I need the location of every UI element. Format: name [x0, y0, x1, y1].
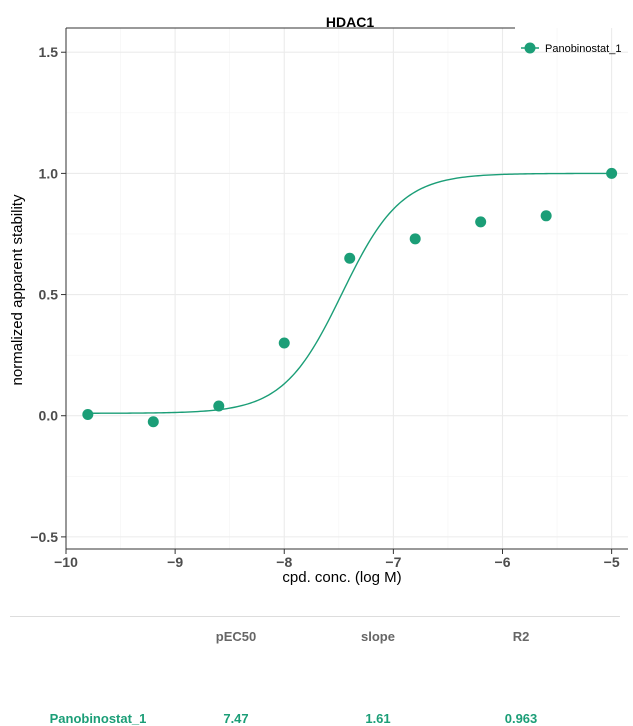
legend: Panobinostat_1	[521, 42, 621, 55]
x-tick-label: −9	[167, 554, 183, 570]
fit-curve	[87, 172, 612, 414]
y-tick-label: −0.5	[30, 529, 58, 545]
data-point	[409, 233, 421, 245]
y-tick-label: 1.5	[39, 44, 59, 60]
legend-point-swatch	[524, 42, 536, 54]
y-axis-ticks: −0.5 0.0 0.5 1.0 1.5	[30, 44, 66, 545]
x-axis-title: cpd. conc. (log M)	[282, 569, 401, 586]
data-point	[82, 409, 94, 421]
data-point	[344, 252, 356, 264]
data-points	[82, 167, 618, 428]
data-point	[278, 337, 290, 349]
chart-title: HDAC1	[326, 14, 374, 30]
data-point	[606, 167, 618, 179]
fit-stats-table: pEC50 slope R2 Panobinostat_1 7.47 1.61 …	[10, 616, 620, 726]
header-pec50: pEC50	[215, 629, 257, 644]
x-axis-ticks: −10 −9 −8 −7 −6 −5	[54, 549, 620, 570]
legend-label: Panobinostat_1	[545, 43, 621, 55]
x-tick-label: −6	[495, 554, 511, 570]
y-tick-label: 1.0	[39, 165, 59, 181]
data-point	[540, 210, 552, 222]
row-slope-value: 1.61	[365, 711, 391, 726]
x-tick-label: −7	[385, 554, 401, 570]
major-gridlines	[65, 28, 628, 549]
row-compound-name: Panobinostat_1	[49, 711, 147, 726]
table-header-row: pEC50 slope R2	[10, 617, 620, 657]
data-point	[213, 400, 225, 412]
x-tick-label: −10	[54, 554, 78, 570]
y-tick-label: 0.5	[39, 287, 59, 303]
x-tick-label: −5	[604, 554, 620, 570]
data-point	[147, 416, 159, 428]
data-point	[475, 216, 487, 228]
row-r2-value: 0.963	[504, 711, 538, 726]
x-tick-label: −8	[276, 554, 292, 570]
header-r2: R2	[512, 629, 530, 644]
dose-response-chart: −10 −9 −8 −7 −6 −5 −0.5 0.0 0.5 1.0 1.5 HDAC1 cpd…	[9, 14, 628, 586]
row-pec50-value: 7.47	[223, 711, 249, 726]
table-row: Panobinostat_1 7.47 1.61 0.963	[10, 657, 620, 726]
table-separator	[10, 616, 620, 617]
minor-gridlines	[66, 28, 628, 549]
y-axis-title: normalized apparent stability	[9, 194, 26, 385]
y-tick-label: 0.0	[39, 408, 59, 424]
header-slope: slope	[361, 629, 395, 644]
